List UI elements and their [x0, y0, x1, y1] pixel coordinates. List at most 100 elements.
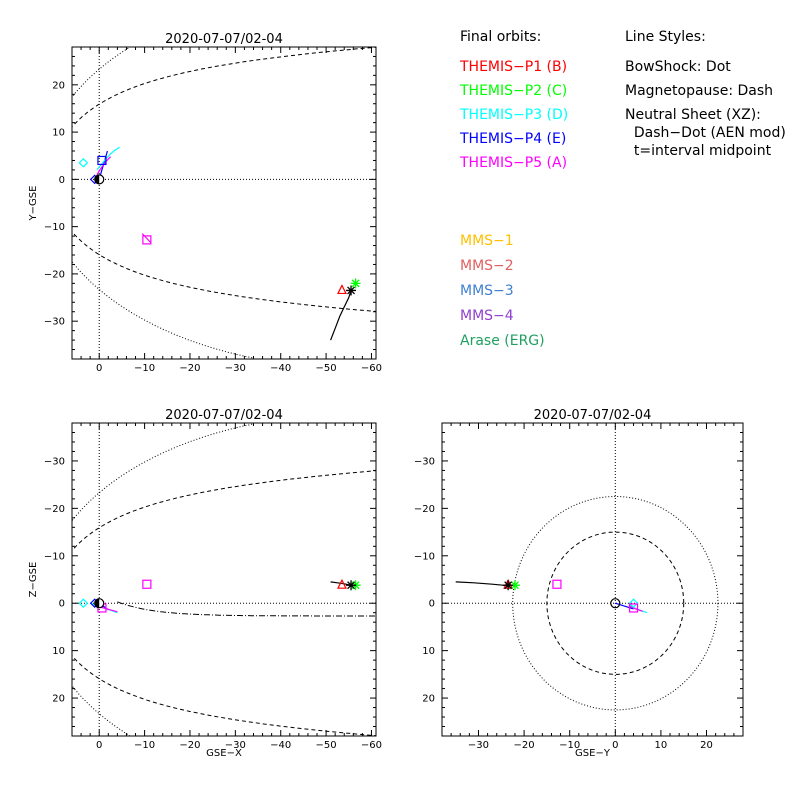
legend-themis-p5: THEMIS−P5 (A): [459, 155, 567, 171]
x-tick-label: 10: [655, 740, 668, 751]
panel-xz: 2020-07-07/02-04 0 −10 −20 −30 −40 −50 −60 −30 −2…: [28, 408, 382, 759]
y-tick-label: 10: [422, 646, 435, 657]
x-tick-label: 0: [96, 363, 102, 374]
legend-mms-3: MMS−3: [460, 283, 514, 299]
orbit-track: [615, 602, 634, 610]
x-tick-label: −30: [468, 740, 489, 751]
marker-diamond: [628, 598, 639, 609]
x-tick-label: −40: [270, 740, 291, 751]
y-tick-label: −30: [44, 456, 65, 467]
x-tick-label: −40: [270, 363, 291, 374]
y-tick-label: 10: [52, 128, 65, 139]
x-tick-label: −50: [316, 740, 337, 751]
orbit-track: [330, 290, 352, 341]
x-tick-label: −10: [559, 740, 580, 751]
y-tick-label: −10: [414, 551, 435, 562]
y-tick-label: −10: [44, 222, 65, 233]
x-tick-label: 0: [96, 740, 102, 751]
marker-diamond: [78, 157, 89, 168]
neutral-sheet-line: [117, 601, 376, 617]
y-tick-label: −30: [414, 456, 435, 467]
marker-triangle: [336, 284, 347, 295]
orbit-track: [96, 156, 112, 175]
orbit-track: [96, 146, 120, 171]
y-tick-label: −30: [44, 317, 65, 328]
y-axis-label: Y−GSE: [28, 186, 39, 222]
x-tick-label: −60: [361, 740, 382, 751]
style-bowshock: BowShock: Dot: [625, 59, 731, 75]
x-tick-label: −60: [361, 363, 382, 374]
legend: Final orbits: Line Styles: THEMIS−P1 (B)…: [459, 29, 786, 349]
orbit-track: [455, 581, 509, 587]
panel-title: 2020-07-07/02-04: [165, 408, 283, 423]
marker-asterisk: [346, 285, 357, 296]
x-axis-label: GSE−X: [206, 748, 242, 759]
styles-heading: Line Styles:: [625, 29, 706, 45]
marker-square: [97, 155, 107, 166]
x-tick-label: −50: [316, 363, 337, 374]
x-tick-label: −30: [225, 740, 246, 751]
bowshock-circle: [512, 496, 719, 711]
marker-square: [552, 579, 562, 589]
x-tick-label: −20: [179, 363, 200, 374]
marker-triangle: [336, 578, 347, 589]
marker-asterisk: [509, 580, 520, 591]
style-magnetopause: Magnetopause: Dash: [625, 83, 773, 99]
y-tick-label: −20: [44, 269, 65, 280]
panel-title: 2020-07-07/02-04: [165, 32, 283, 47]
orbit-track: [141, 233, 152, 244]
panel-content: [442, 423, 743, 736]
x-tick-label: −20: [514, 740, 535, 751]
legend-themis-p2: THEMIS−P2 (C): [459, 83, 567, 99]
panel-title: 2020-07-07/02-04: [534, 408, 652, 423]
magnetopause-line: [72, 470, 376, 736]
x-axis-label: GSE−Y: [575, 748, 611, 759]
marker-diamond: [78, 598, 89, 609]
panel-content: [72, 47, 376, 359]
y-tick-label: −10: [44, 551, 65, 562]
magnetopause-line: [72, 47, 376, 312]
marker-asterisk: [503, 580, 514, 591]
orbit-track: [628, 605, 643, 612]
x-tick-label: −10: [134, 740, 155, 751]
legend-mms-2: MMS−2: [460, 258, 514, 274]
y-tick-label: 20: [52, 80, 65, 91]
y-tick-label: 0: [59, 599, 65, 610]
legend-themis-p3: THEMIS−P3 (D): [459, 107, 568, 123]
y-tick-label: 20: [52, 694, 65, 705]
plot-panels: 2020-07-07/02-04 0 −10 −20 −30 −40 −50 −60 −30 −2…: [28, 32, 744, 759]
plot-frame: [71, 46, 377, 360]
plot-frame: [71, 422, 377, 737]
y-tick-label: −20: [414, 504, 435, 515]
style-neutral-sheet: Neutral Sheet (XZ):: [625, 107, 761, 123]
legend-themis-p4: THEMIS−P4 (E): [459, 131, 566, 147]
panel-content: [72, 423, 376, 736]
x-tick-label: 0: [612, 740, 618, 751]
orbits-heading: Final orbits:: [460, 29, 541, 45]
style-midpoint: t=interval midpoint: [625, 143, 772, 159]
x-tick-label: −20: [179, 740, 200, 751]
earth-night-side: [94, 598, 100, 608]
panel-xy: 2020-07-07/02-04 0 −10 −20 −30 −40 −50 −60 −30 −2…: [28, 32, 382, 374]
y-tick-label: −20: [44, 504, 65, 515]
legend-arase: Arase (ERG): [460, 333, 545, 349]
y-tick-label: 0: [59, 175, 65, 186]
bowshock-line: [72, 47, 253, 359]
panel-yz: 2020-07-07/02-04 −30 −20 −10 0 10 20 −30 −20 −10 0…: [414, 408, 744, 759]
marker-asterisk: [346, 580, 357, 591]
bowshock-line: [72, 423, 253, 736]
legend-mms-1: MMS−1: [460, 233, 514, 249]
magnetopause-circle: [546, 531, 685, 675]
y-tick-label: 10: [52, 646, 65, 657]
marker-square: [142, 579, 152, 589]
x-tick-label: −30: [225, 363, 246, 374]
y-axis-label: Z−GSE: [28, 562, 39, 598]
earth-night-side: [94, 174, 100, 184]
plot-frame: [441, 422, 744, 737]
style-dash-dot: Dash−Dot (AEN mod): [625, 125, 786, 141]
marker-asterisk: [350, 278, 361, 289]
x-tick-label: 20: [700, 740, 713, 751]
marker-square: [142, 235, 152, 245]
